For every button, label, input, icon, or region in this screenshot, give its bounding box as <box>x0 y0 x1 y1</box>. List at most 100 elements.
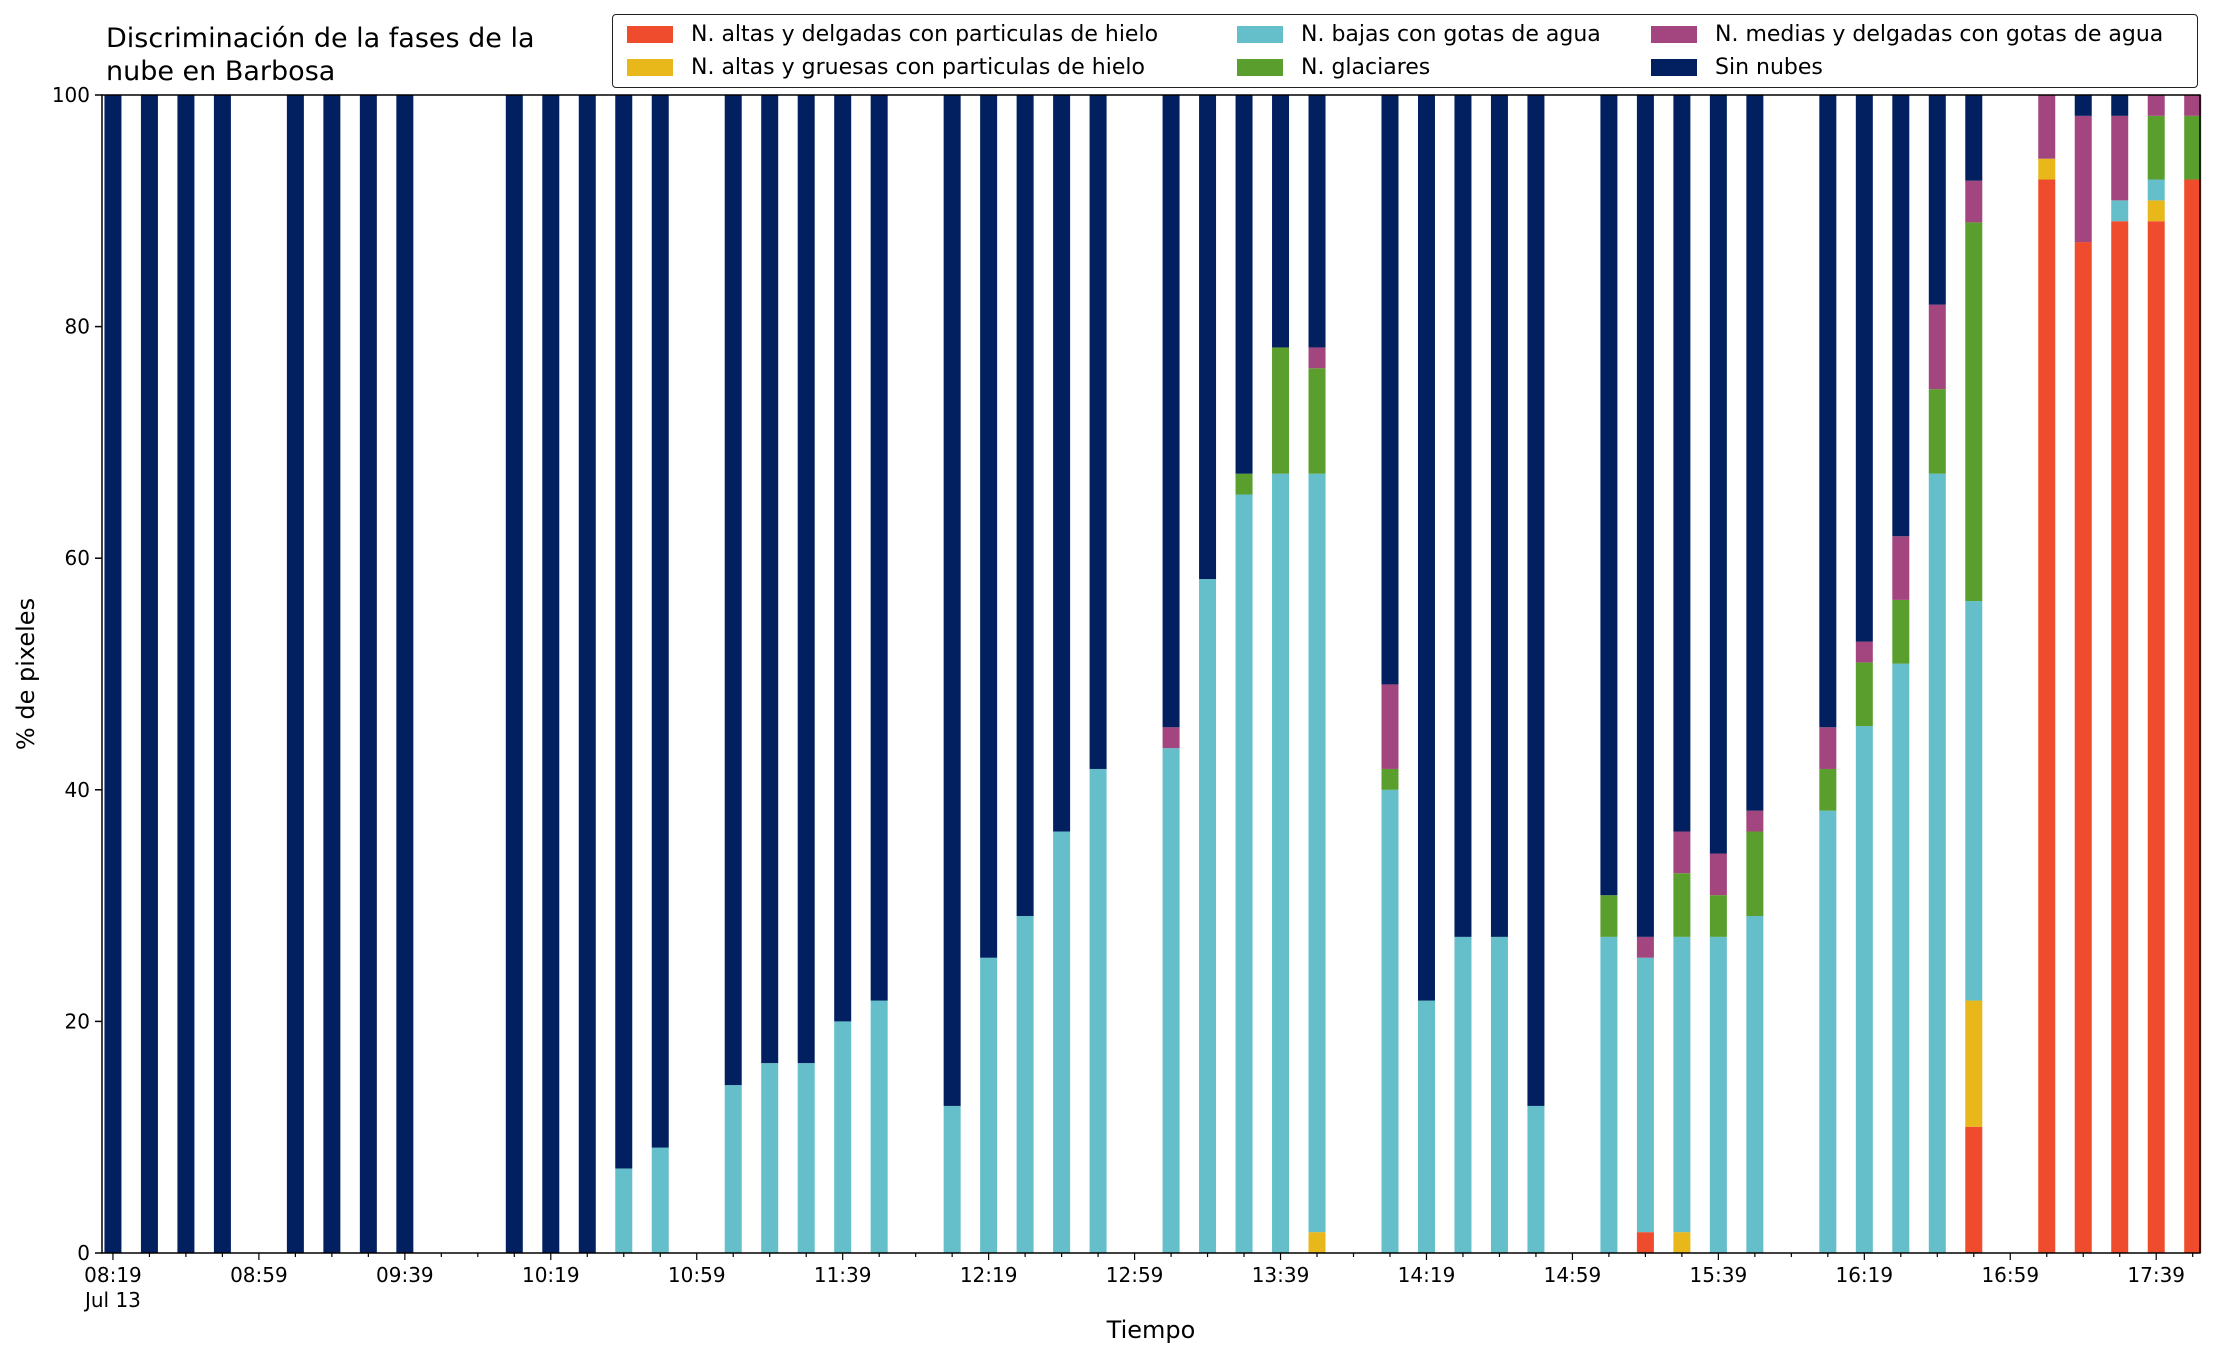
bar-segment-g <box>2184 115 2202 180</box>
bar-12:29 <box>1016 95 1034 1253</box>
bar-segment-g <box>1928 389 1946 474</box>
bar-15:39 <box>1709 95 1727 1253</box>
bar-segment-m <box>1636 936 1654 958</box>
bar-10:49 <box>651 95 669 1253</box>
bar-segment-s <box>359 95 377 1253</box>
bar-segment-b <box>761 1063 779 1253</box>
bar-14:09 <box>1381 95 1399 1253</box>
legend-swatch <box>627 59 673 76</box>
bar-segment-b <box>1162 748 1180 1253</box>
bar-segment-s <box>1417 95 1435 1001</box>
bar-segment-s <box>104 95 122 1253</box>
bar-17:29 <box>2111 95 2129 1254</box>
x-axis-date-label: Jul 13 <box>83 1288 141 1312</box>
bar-segment-b <box>1235 494 1253 1253</box>
bar-10:09 <box>505 95 523 1253</box>
bar-segment-b <box>724 1085 742 1253</box>
bar-14:29 <box>1454 95 1472 1253</box>
x-axis: 08:19 08:59 09:39 10:19 10:59 11:39 12:19 12:59… <box>84 1253 2194 1287</box>
bar-segment-hg <box>2038 158 2056 180</box>
bar-segment-g <box>1965 222 1983 602</box>
legend-item-s: Sin nubes <box>1651 55 1823 80</box>
x-axis-title: Tiempo <box>1106 1316 1196 1344</box>
bar-segment-b <box>1199 579 1217 1253</box>
bar-segment-b <box>1600 936 1618 1253</box>
bar-segment-b <box>1527 1105 1545 1253</box>
y-tick-label: 40 <box>65 778 90 802</box>
bar-segment-s <box>2111 95 2129 116</box>
bar-segment-m <box>1709 853 1727 896</box>
x-tick-label: 11:39 <box>814 1263 872 1287</box>
bar-segment-s <box>1673 95 1691 832</box>
x-tick-label: 14:59 <box>1544 1263 1602 1287</box>
bar-segment-s <box>1527 95 1545 1106</box>
chart-title-line-2: nube en Barbosa <box>106 56 336 87</box>
bar-segment-s <box>615 95 633 1169</box>
bar-segment-s <box>1709 95 1727 854</box>
bar-segment-s <box>1053 95 1071 832</box>
bar-segment-s <box>943 95 961 1106</box>
bar-segment-m <box>1308 347 1326 369</box>
bar-segment-s <box>1636 95 1654 937</box>
bar-16:49 <box>1965 95 1983 1253</box>
legend-item-hg: N. altas y gruesas con particulas de hie… <box>627 55 1145 80</box>
bar-segment-s <box>1235 95 1253 474</box>
bar-segment-b <box>943 1105 961 1253</box>
legend-label: N. altas y delgadas con particulas de hi… <box>691 22 1159 47</box>
bar-segment-m <box>1162 727 1180 749</box>
bar-segment-s <box>2074 95 2092 116</box>
bar-segment-s <box>177 95 195 1253</box>
bar-segment-m <box>1892 536 1910 600</box>
legend-swatch <box>1651 26 1697 43</box>
bar-segment-s <box>1746 95 1764 811</box>
bar-08:39 <box>177 95 195 1253</box>
x-tick-label: 15:39 <box>1690 1263 1748 1287</box>
bar-segment-s <box>323 95 341 1253</box>
bar-segment-ha <box>1965 1126 1983 1253</box>
bar-09:19 <box>323 95 341 1253</box>
x-tick-label: 16:59 <box>1981 1263 2039 1287</box>
bar-13:39 <box>1272 95 1290 1253</box>
bar-09:39 <box>396 95 414 1253</box>
bar-segment-b <box>1855 726 1873 1253</box>
bar-11:09 <box>724 95 742 1253</box>
bar-17:49 <box>2184 95 2202 1253</box>
legend-label: N. glaciares <box>1301 55 1431 80</box>
bar-segment-s <box>1490 95 1508 937</box>
bar-segment-b <box>1490 936 1508 1253</box>
y-tick-label: 60 <box>65 546 90 570</box>
bar-segment-b <box>1928 473 1946 1253</box>
bar-segment-m <box>1673 831 1691 874</box>
bar-segment-m <box>1928 304 1946 390</box>
bar-11:19 <box>761 95 779 1253</box>
y-axis: 0 20 40 60 80 100 <box>52 83 102 1265</box>
bar-segment-hg <box>1308 1232 1326 1253</box>
bar-segment-g <box>1673 873 1691 937</box>
bar-11:29 <box>797 95 815 1253</box>
bar-segment-s <box>505 95 523 1253</box>
bar-segment-b <box>1308 473 1326 1233</box>
legend-label: N. altas y gruesas con particulas de hie… <box>691 55 1145 80</box>
bar-segment-ha <box>2074 242 2092 1253</box>
bar-segment-m <box>1855 641 1873 663</box>
legend-swatch <box>627 26 673 43</box>
bar-12:19 <box>980 95 998 1253</box>
legend-label: Sin nubes <box>1715 55 1823 80</box>
bar-13:49 <box>1308 95 1326 1253</box>
bar-segment-ha <box>2038 179 2056 1253</box>
bar-15:09 <box>1600 95 1618 1253</box>
bar-segment-b <box>870 1000 888 1253</box>
bar-segment-hg <box>1965 1000 1983 1127</box>
bar-segment-b <box>797 1063 815 1253</box>
bar-segment-b <box>1746 916 1764 1253</box>
bar-12:09 <box>943 95 961 1253</box>
bar-segment-b <box>1892 663 1910 1253</box>
chart-title: Discriminación de la fases de la nube en… <box>106 22 626 88</box>
x-tick-label: 08:59 <box>230 1263 288 1287</box>
bar-segment-s <box>797 95 815 1064</box>
bar-segment-s <box>651 95 669 1148</box>
bar-08:29 <box>140 95 158 1253</box>
y-tick-label: 20 <box>65 1009 90 1033</box>
bar-segment-g <box>1272 347 1290 474</box>
